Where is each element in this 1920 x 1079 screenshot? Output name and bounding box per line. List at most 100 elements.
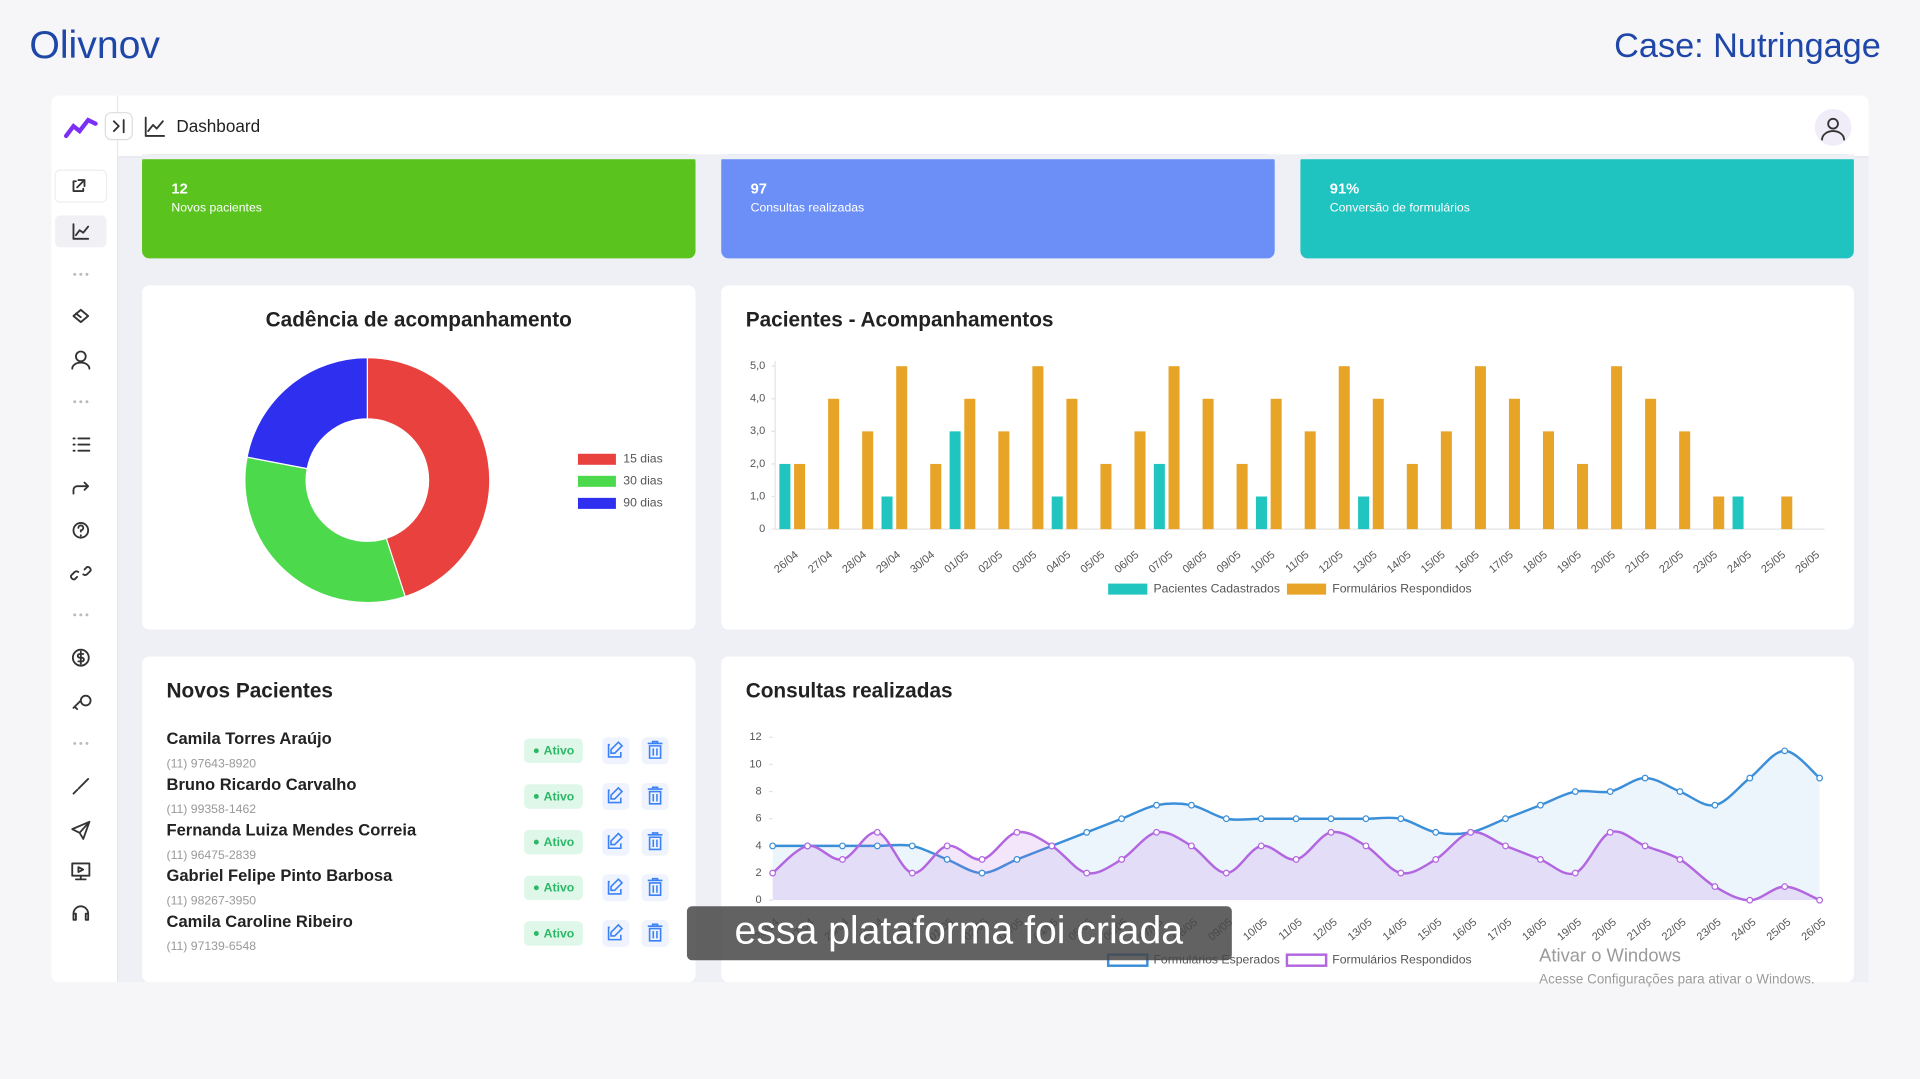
- point: [1292, 856, 1300, 863]
- nav-icon[interactable]: [71, 350, 91, 370]
- stat-card: [1300, 154, 1854, 259]
- point: [1536, 801, 1544, 809]
- chart-title: Pacientes - Acompanhamentos: [746, 308, 1054, 331]
- status-dot: [533, 794, 539, 799]
- patient-phone: (11) 97643-8920: [167, 756, 257, 770]
- nav-icon[interactable]: [72, 437, 91, 452]
- point: [1816, 896, 1824, 904]
- point: [1467, 828, 1475, 836]
- edit-button[interactable]: [602, 828, 630, 856]
- pie-slice: [244, 456, 406, 604]
- bar: [1508, 398, 1520, 530]
- nav-icon[interactable]: [72, 481, 90, 495]
- edit-button[interactable]: [602, 737, 630, 765]
- bar: [862, 431, 874, 530]
- edit-icon: [607, 878, 624, 895]
- status-dot: [533, 748, 539, 754]
- point: [1606, 788, 1614, 796]
- bar: [1645, 398, 1657, 530]
- stat-value: 12: [171, 182, 187, 198]
- delete-icon: [647, 786, 663, 805]
- bar: [1372, 398, 1384, 530]
- nav-icon[interactable]: [72, 522, 90, 539]
- edit-button[interactable]: [602, 874, 630, 902]
- separator: [73, 741, 89, 745]
- point: [1327, 815, 1335, 823]
- bar: [881, 496, 893, 530]
- stat-value: 97: [751, 182, 767, 198]
- nav-icon[interactable]: [71, 648, 90, 667]
- stat-label: Conversão de formulários: [1330, 200, 1470, 214]
- nav-icon[interactable]: [72, 694, 92, 711]
- y-tick-label: 6: [755, 813, 761, 825]
- sidebar: [54, 169, 108, 921]
- patient-name: Camila Torres Araújo: [167, 729, 332, 748]
- patient-name: Bruno Ricardo Carvalho: [167, 775, 357, 794]
- bar: [1066, 398, 1078, 530]
- point: [1606, 828, 1614, 836]
- watermark-title: Ativar o Windows: [1539, 944, 1681, 965]
- point: [1641, 774, 1649, 782]
- stat-card: [142, 154, 696, 259]
- status-badge: [524, 829, 583, 855]
- legend-label: Formulários Respondidos: [1332, 952, 1471, 966]
- separator: [73, 400, 89, 404]
- point: [1676, 788, 1684, 796]
- panel: [721, 285, 1854, 630]
- legend-label: 30 dias: [623, 474, 662, 488]
- bar: [949, 431, 961, 530]
- user-icon: [1821, 117, 1845, 141]
- watermark-text: Acesse Configurações para ativar o Windo…: [1539, 971, 1814, 986]
- bar: [1474, 366, 1486, 530]
- nav-icon[interactable]: [71, 862, 91, 881]
- point: [1362, 842, 1370, 850]
- caption: essa plataforma foi criada: [735, 910, 1184, 953]
- edit-button[interactable]: [602, 782, 630, 810]
- y-tick-label: 4: [755, 840, 761, 852]
- bar: [998, 431, 1010, 530]
- point: [1536, 856, 1544, 863]
- point: [1746, 774, 1754, 782]
- bar: [896, 366, 908, 530]
- bar: [779, 463, 791, 530]
- bar: [1153, 463, 1165, 530]
- status-label: Ativo: [544, 789, 575, 803]
- nav-icon[interactable]: [72, 308, 90, 324]
- status-label: Ativo: [544, 835, 575, 849]
- point: [873, 828, 881, 836]
- point: [1781, 883, 1789, 891]
- point: [1188, 801, 1195, 809]
- nav-icon-detail: [77, 524, 85, 537]
- status-label: Ativo: [544, 926, 575, 940]
- edit-button[interactable]: [602, 920, 630, 947]
- bar: [1236, 463, 1248, 530]
- point: [1153, 801, 1160, 809]
- bar: [1679, 431, 1691, 530]
- bar: [1270, 398, 1282, 530]
- nav-icon[interactable]: [72, 905, 90, 921]
- bar: [794, 463, 806, 530]
- y-tick-label: 5,0: [750, 360, 765, 372]
- point: [1781, 747, 1789, 755]
- legend-label: Formulários Respondidos: [1332, 581, 1471, 595]
- point: [839, 856, 846, 863]
- point: [978, 869, 986, 877]
- collapse-icon: [112, 119, 125, 134]
- point: [1571, 869, 1579, 877]
- nav-icon[interactable]: [72, 778, 90, 795]
- point: [943, 842, 951, 850]
- point: [908, 869, 916, 877]
- nav-icon[interactable]: [71, 820, 91, 840]
- legend-label: 15 dias: [623, 452, 662, 466]
- point: [1257, 842, 1265, 850]
- point: [1222, 869, 1230, 877]
- edit-icon: [607, 786, 624, 804]
- legend-swatch: [1286, 583, 1327, 595]
- nav-icon[interactable]: [70, 566, 92, 581]
- user-avatar[interactable]: [1814, 109, 1852, 146]
- nav-item[interactable]: [54, 169, 108, 203]
- bar: [1168, 366, 1180, 530]
- patient-name: Gabriel Felipe Pinto Barbosa: [167, 866, 394, 885]
- pie-slice: [366, 357, 491, 598]
- separator: [73, 613, 89, 617]
